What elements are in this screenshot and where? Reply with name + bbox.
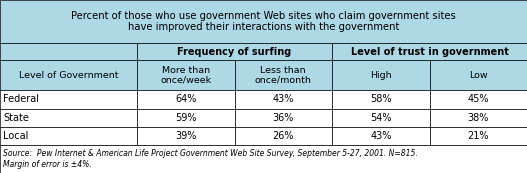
Text: State: State — [3, 113, 29, 123]
Bar — [332, 60, 430, 90]
Text: 43%: 43% — [272, 94, 294, 104]
Text: Less than
once/month: Less than once/month — [255, 66, 311, 85]
Text: Source:  Pew Internet & American Life Project Government Web Site Survey, Septem: Source: Pew Internet & American Life Pro… — [3, 149, 418, 169]
Bar — [137, 43, 332, 60]
Bar — [0, 60, 137, 90]
Text: 54%: 54% — [370, 113, 392, 123]
Text: 43%: 43% — [370, 131, 392, 141]
Text: 64%: 64% — [175, 94, 197, 104]
Text: Low: Low — [469, 71, 487, 80]
Bar — [332, 90, 430, 108]
Bar — [137, 127, 235, 145]
Bar — [137, 60, 235, 90]
Bar — [430, 90, 527, 108]
Bar — [0, 127, 137, 145]
Bar — [235, 60, 332, 90]
Text: Level of Government: Level of Government — [19, 71, 118, 80]
Text: Federal: Federal — [3, 94, 39, 104]
Text: 58%: 58% — [370, 94, 392, 104]
Text: Percent of those who use government Web sites who claim government sites
have im: Percent of those who use government Web … — [71, 11, 456, 32]
Bar — [235, 108, 332, 127]
Bar — [0, 43, 137, 60]
Text: 21%: 21% — [467, 131, 489, 141]
Text: Local: Local — [3, 131, 28, 141]
Bar — [235, 90, 332, 108]
Text: High: High — [370, 71, 392, 80]
Text: 36%: 36% — [272, 113, 294, 123]
Bar — [332, 43, 527, 60]
Text: 59%: 59% — [175, 113, 197, 123]
Bar — [137, 108, 235, 127]
Bar — [430, 127, 527, 145]
Bar — [137, 90, 235, 108]
Bar — [0, 90, 137, 108]
Bar — [235, 127, 332, 145]
Text: 26%: 26% — [272, 131, 294, 141]
Text: 38%: 38% — [467, 113, 489, 123]
Bar — [0, 0, 527, 43]
Bar — [0, 145, 527, 173]
Bar — [430, 108, 527, 127]
Bar — [332, 108, 430, 127]
Text: Frequency of surfing: Frequency of surfing — [178, 47, 291, 57]
Text: More than
once/week: More than once/week — [160, 66, 211, 85]
Bar — [332, 127, 430, 145]
Text: 39%: 39% — [175, 131, 197, 141]
Bar — [430, 60, 527, 90]
Text: Level of trust in government: Level of trust in government — [350, 47, 509, 57]
Bar — [0, 108, 137, 127]
Text: 45%: 45% — [467, 94, 489, 104]
